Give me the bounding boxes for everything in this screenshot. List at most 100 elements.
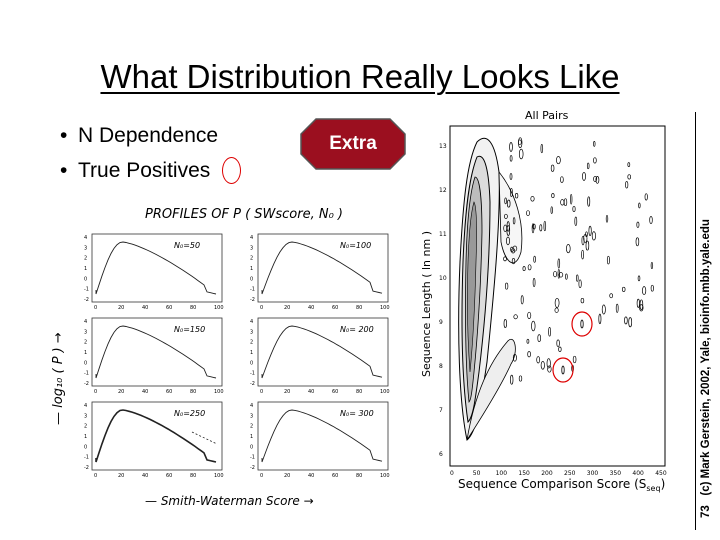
x-tick-label: 20 [284,473,290,479]
highlight-circle-icon [571,311,593,337]
y-tick-label: -2 [250,465,255,471]
y-tick-label: 4 [84,235,87,241]
contour-frame [449,125,666,467]
outlier-contour [554,297,560,308]
contour-density [458,137,523,441]
y-tick-label: 1 [84,266,87,272]
outlier-contour [509,155,513,162]
slide-sidebar: 73 (c) Mark Gerstein, 2002, Yale, bioinf… [695,112,720,530]
y-tick-label: -1 [84,287,89,293]
x-tick-label: 80 [190,473,196,479]
outlier-contour [531,223,535,234]
outlier-contour [636,221,640,228]
outlier-contour [588,225,592,237]
bullet-text: N Dependence [78,124,219,147]
profiles-plot: PROFILES OF P ( SWscore, N₀ ) — log₁₀ ( … [51,207,390,508]
outlier-contour [533,255,536,263]
outlier-contour [522,266,526,272]
x-tick-label: 100 [214,305,224,311]
x-tick-label: 20 [118,305,124,311]
panel-frame [257,317,389,387]
outlier-contour [540,144,544,154]
bullet-list: • N Dependence • True Positives [60,118,242,188]
y-tick-label: 2 [250,340,253,346]
y-tick-label: 10 [439,275,447,282]
outlier-contour [510,246,514,253]
x-tick-label: 40 [308,305,314,311]
x-tick-label: 50 [473,470,481,477]
outlier-contour [504,197,507,205]
y-tick-label: 2 [84,424,87,430]
x-tick-label: 200 [541,470,553,477]
outlier-contour [503,318,507,329]
outlier-contour [509,142,513,152]
y-tick-label: 0 [84,444,87,450]
octagon-icon [300,118,406,170]
outlier-contour [518,148,524,160]
outlier-contour [540,361,545,370]
profile-panel: 4 3 2 1 0 -1 -2 0 20 40 60 80 100 N₀=50 [84,233,224,311]
outlier-contour [570,194,573,205]
profile-curve [261,325,383,379]
x-tick-label: 100 [214,389,224,395]
outlier-contour [536,356,541,364]
bullet-text: True Positives [78,159,211,182]
x-tick-label: 0 [260,389,263,395]
profiles-figure: PROFILES OF P ( SWscore, N₀ ) — log₁₀ ( … [40,200,400,515]
outlier-contour [510,374,514,385]
extra-badge[interactable]: Extra [300,118,406,170]
y-tick-label: 1 [84,350,87,356]
panel-frame [91,317,223,387]
contour-figure: All Pairs Sequence Length ( ln nm ) Sequ… [415,102,675,497]
profiles-xlabel: — Smith-Waterman Score → [145,494,314,508]
outlier-contour [565,273,568,280]
profile-panel: 4 3 2 1 0 -1 -2 0 20 40 60 80 100 N₀=250 [84,401,224,479]
y-tick-label: 0 [250,360,253,366]
x-tick-label: 0 [94,389,97,395]
x-tick-label: 0 [450,470,454,477]
outlier-contour [581,249,584,260]
x-tick-label: 40 [308,389,314,395]
contour-xlabel: Sequence Comparison Score (Sseq) [458,477,665,493]
outlier-contour [532,223,536,230]
outlier-contour [578,279,582,288]
panel-frame [91,233,223,303]
profile-curve [95,241,217,295]
x-tick-label: 40 [142,389,148,395]
outlier-contour [504,213,508,219]
bullet-item: • N Dependence [60,118,241,153]
outlier-contour [636,298,640,308]
outlier-contour [606,255,610,265]
y-tick-label: 9 [439,319,443,326]
outlier-contour [504,282,509,290]
y-tick-label: 11 [439,231,447,238]
outlier-contour [639,299,644,310]
outlier-contour [539,224,543,232]
y-tick-label: 2 [84,256,87,262]
y-tick-label: -1 [250,371,255,377]
y-tick-label: 3 [84,245,87,251]
contour-title: All Pairs [525,109,569,122]
outlier-contour [605,214,609,223]
outlier-contour [574,216,578,226]
y-tick-label: 2 [84,340,87,346]
outlier-contour [639,304,644,312]
profile-panel: 4 3 2 1 0 -1 -2 0 20 40 60 80 100 N₀= 200 [250,317,390,395]
outlier-contour [548,327,551,337]
panel-label: N₀= 300 [340,409,374,418]
outlier-contour [593,176,598,182]
y-tick-label: 7 [439,407,443,414]
x-tick-label: 100 [214,473,224,479]
panel-frame [91,401,223,471]
outlier-contour [520,295,524,305]
outlier-contour [543,220,547,232]
y-tick-label: 2 [250,424,253,430]
contour-plot: All Pairs Sequence Length ( ln nm ) Sequ… [420,109,667,493]
outlier-contour [506,221,510,232]
x-tick-label: 0 [94,473,97,479]
outlier-contour [566,244,571,254]
x-tick-label: 100 [380,305,390,311]
x-tick-label: 20 [118,473,124,479]
x-tick-label: 40 [142,305,148,311]
outlier-contour [586,162,590,170]
